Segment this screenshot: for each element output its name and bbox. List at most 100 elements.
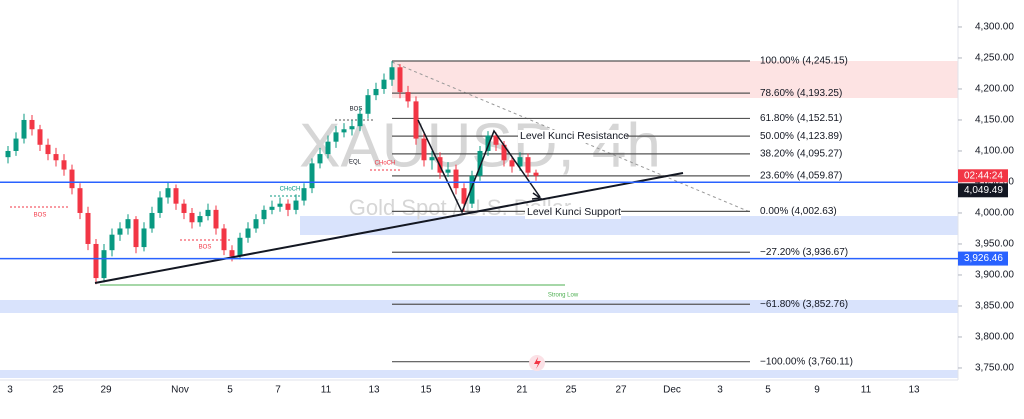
fib-label: 0.00% (4,002.63) [760,206,837,217]
candle-body [413,101,419,139]
candle-body [93,243,99,279]
candle-body [237,237,243,257]
x-tick-label: Nov [171,385,189,396]
candle-body [509,160,515,167]
candle-body [133,219,139,248]
level-price: 3,926.46 [964,253,1003,264]
annotation: Strong Low [548,293,579,299]
candle-body [77,188,83,213]
trendline [94,172,684,284]
annotation: CHoCH [375,161,396,167]
candle-body [301,188,307,201]
candle-body [501,144,507,161]
x-tick-label: 29 [100,385,112,396]
candle-body [381,79,387,89]
x-tick-label: 21 [516,385,528,396]
candle-body [341,129,347,133]
x-tick-label: 13 [368,385,380,396]
candle-body [37,129,43,145]
candle-body [397,67,403,93]
fib-label: −27.20% (3,936.67) [760,247,848,258]
x-tick-label: 19 [469,385,481,396]
candle-body [29,119,35,130]
candle-body [349,126,355,130]
price-badge [958,183,1008,198]
annotation: BOS [34,213,47,219]
x-tick-label: 3 [7,385,13,396]
candle-body [197,216,203,223]
x-tick-label: 25 [52,385,64,396]
x-tick-label: 27 [615,385,627,396]
candle-body [525,157,531,173]
y-tick-label: 3,900.00 [975,270,1014,281]
demand-zone [300,216,958,235]
candle-body [277,203,283,207]
candle-body [453,169,459,189]
candle-body [85,212,91,244]
candle-body [429,157,435,161]
y-tick-label: 4,250.00 [975,53,1014,64]
candle-body [309,163,315,189]
candle-body [5,150,11,158]
y-tick-label: 4,200.00 [975,84,1014,95]
candle-body [421,138,427,161]
candle-body [269,206,275,210]
annotation: CHoCH [280,187,301,193]
fib-label: 61.80% (4,152.51) [760,113,842,124]
candle-body [61,160,67,170]
price-badge [958,251,1008,266]
candle-body [285,203,291,210]
x-tick-label: 7 [275,385,281,396]
candle-body [533,172,539,176]
candle-body [405,92,411,102]
label-bg [518,130,626,143]
y-tick-label: 4,000.00 [975,208,1014,219]
candles [5,61,539,285]
y-tick-label: 3,850.00 [975,301,1014,312]
candle-body [181,203,187,213]
fib-label: 23.60% (4,059.87) [760,170,842,181]
candle-body [205,209,211,217]
y-tick-label: 3,950.00 [975,239,1014,250]
x-tick-label: 11 [321,385,332,396]
x-tick-label: 25 [565,385,577,396]
candle-body [141,228,147,248]
fib-label: 50.00% (4,123.89) [760,131,842,142]
candle-body [101,250,107,279]
y-tick-label: 4,300.00 [975,22,1014,33]
candle-body [221,228,227,251]
zigzag [417,119,541,214]
x-tick-label: 5 [227,385,233,396]
annotation: BOS [199,245,212,251]
axes: 3,750.00 3,800.00 3,850.00 3,900.00 3,950.00… [0,22,1014,396]
x-tick-label: 11 [861,385,872,396]
candle-body [261,209,267,220]
candle-body [373,88,379,96]
candle-body [13,138,19,151]
y-tick-label: 4,150.00 [975,115,1014,126]
premium-zone [392,61,958,98]
candle-body [389,67,395,80]
candle-body [165,188,171,198]
candle-body [493,135,499,145]
fib-label: −100.00% (3,760.11) [760,356,853,367]
annotation: BOS [350,107,363,113]
label-bg [525,206,621,219]
candle-body [333,132,339,142]
fib-label: 38.20% (4,095.27) [760,149,842,160]
candle-body [317,154,323,164]
demand-zone [0,300,958,313]
candle-body [253,219,259,229]
fib-label: −61.80% (3,852.76) [760,299,848,310]
candle-body [445,169,451,173]
price-axis-bg [958,0,1024,414]
x-tick-label: 13 [908,385,920,396]
x-tick-label: 9 [814,385,820,396]
x-tick-label: 5 [765,385,771,396]
x-tick-label: Dec [663,385,681,396]
fib-label: 78.60% (4,193.25) [760,88,842,99]
candle-body [485,135,491,151]
y-tick-label: 3,800.00 [975,332,1014,343]
candle-body [461,188,467,204]
candle-body [125,219,131,229]
